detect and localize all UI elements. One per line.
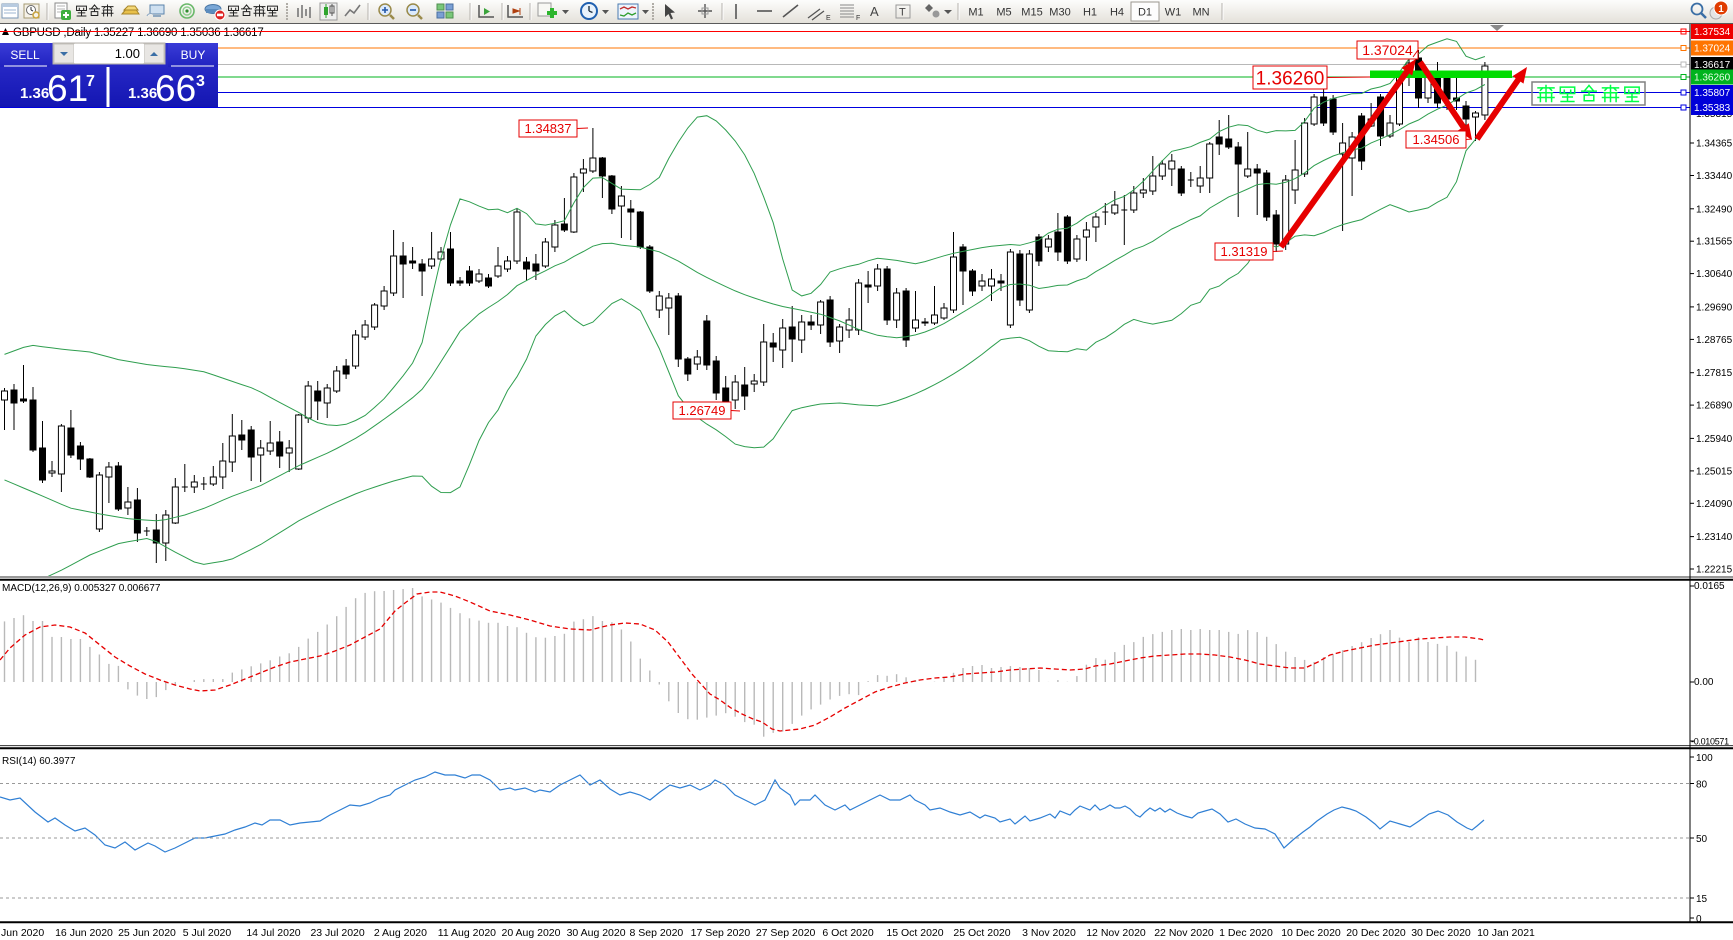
svg-text:1: 1 <box>1718 4 1724 15</box>
svg-text:15 Oct 2020: 15 Oct 2020 <box>886 927 943 939</box>
svg-text:23 Jul 2020: 23 Jul 2020 <box>310 927 364 939</box>
svg-text:1.37024: 1.37024 <box>1362 42 1413 58</box>
svg-text:1.24090: 1.24090 <box>1696 499 1733 510</box>
svg-text:3 Nov 2020: 3 Nov 2020 <box>1022 927 1076 939</box>
svg-text:1.36: 1.36 <box>20 85 49 102</box>
svg-text:F: F <box>856 15 860 22</box>
svg-text:1.26749: 1.26749 <box>679 403 726 418</box>
svg-text:1.37024: 1.37024 <box>1694 44 1731 55</box>
svg-text:1.31565: 1.31565 <box>1696 237 1733 248</box>
svg-text:E: E <box>826 15 831 22</box>
svg-text:1.25940: 1.25940 <box>1696 434 1733 445</box>
svg-text:H1: H1 <box>1083 7 1097 19</box>
svg-text:22 Nov 2020: 22 Nov 2020 <box>1154 927 1214 939</box>
svg-text:1.28765: 1.28765 <box>1696 335 1733 346</box>
svg-text:W1: W1 <box>1165 7 1182 19</box>
svg-text:1.29690: 1.29690 <box>1696 302 1733 313</box>
svg-text:66: 66 <box>155 68 196 109</box>
svg-text:1.34365: 1.34365 <box>1696 139 1733 150</box>
svg-text:T: T <box>899 7 906 19</box>
svg-text:1.37534: 1.37534 <box>1694 27 1731 38</box>
svg-text:1.26890: 1.26890 <box>1696 401 1733 412</box>
svg-text:20 Aug 2020: 20 Aug 2020 <box>502 927 561 939</box>
svg-text:1.25015: 1.25015 <box>1696 466 1733 477</box>
svg-text:20 Dec 2020: 20 Dec 2020 <box>1346 927 1406 939</box>
svg-text:1.32490: 1.32490 <box>1696 204 1733 215</box>
svg-text:H4: H4 <box>1110 7 1124 19</box>
svg-text:3: 3 <box>196 73 205 90</box>
svg-text:1.36: 1.36 <box>128 85 157 102</box>
svg-text:6 Oct 2020: 6 Oct 2020 <box>822 927 874 939</box>
svg-text:A: A <box>870 4 879 19</box>
svg-text:GBPUSD ,Daily 1.35227 1.36690: GBPUSD ,Daily 1.35227 1.36690 1.35036 1.… <box>13 27 264 39</box>
svg-text:RSI(14) 60.3977: RSI(14) 60.3977 <box>2 756 76 767</box>
svg-text:MN: MN <box>1192 7 1209 19</box>
svg-text:27 Sep 2020: 27 Sep 2020 <box>756 927 816 939</box>
svg-text:M5: M5 <box>996 7 1011 19</box>
svg-text:8 Sep 2020: 8 Sep 2020 <box>630 927 684 939</box>
svg-text:61: 61 <box>47 68 88 109</box>
svg-text:1 Dec 2020: 1 Dec 2020 <box>1219 927 1273 939</box>
svg-text:15: 15 <box>1696 894 1708 905</box>
svg-text:1.34506: 1.34506 <box>1413 132 1460 147</box>
svg-text:1.33440: 1.33440 <box>1696 171 1733 182</box>
svg-text:BUY: BUY <box>181 48 206 62</box>
svg-text:25 Oct 2020: 25 Oct 2020 <box>953 927 1010 939</box>
svg-text:M15: M15 <box>1021 7 1042 19</box>
svg-text:D1: D1 <box>1138 7 1152 19</box>
svg-text:11 Aug 2020: 11 Aug 2020 <box>438 927 496 939</box>
svg-text:1.23140: 1.23140 <box>1696 532 1733 543</box>
svg-text:0: 0 <box>1696 914 1702 925</box>
svg-text:-0.010571: -0.010571 <box>1691 737 1729 747</box>
svg-text:80: 80 <box>1696 780 1708 791</box>
svg-text:1.36617: 1.36617 <box>1694 60 1731 71</box>
svg-text:25 Jun 2020: 25 Jun 2020 <box>118 927 176 939</box>
svg-text:1.00: 1.00 <box>115 46 140 61</box>
svg-text:1.35807: 1.35807 <box>1694 88 1731 99</box>
svg-text:30 Dec 2020: 30 Dec 2020 <box>1411 927 1471 939</box>
svg-text:1.27815: 1.27815 <box>1696 368 1733 379</box>
svg-text:1.34837: 1.34837 <box>525 121 572 136</box>
svg-text:2 Aug 2020: 2 Aug 2020 <box>374 927 427 939</box>
svg-text:MACD(12,26,9) 0.005327 0.00667: MACD(12,26,9) 0.005327 0.006677 <box>2 583 161 594</box>
svg-text:30 Aug 2020: 30 Aug 2020 <box>567 927 626 939</box>
svg-text:1.22215: 1.22215 <box>1696 565 1733 576</box>
svg-text:50: 50 <box>1696 834 1708 845</box>
svg-text:M1: M1 <box>968 7 983 19</box>
svg-text:16 Jun 2020: 16 Jun 2020 <box>55 927 113 939</box>
svg-text:100: 100 <box>1696 753 1713 764</box>
svg-text:12 Nov 2020: 12 Nov 2020 <box>1086 927 1146 939</box>
svg-text:SELL: SELL <box>10 48 40 62</box>
svg-text:14 Jul 2020: 14 Jul 2020 <box>246 927 300 939</box>
svg-text:Jun 2020: Jun 2020 <box>1 927 44 939</box>
svg-text:10 Dec 2020: 10 Dec 2020 <box>1281 927 1341 939</box>
svg-text:10 Jan 2021: 10 Jan 2021 <box>1477 927 1535 939</box>
svg-text:1.36260: 1.36260 <box>1256 68 1325 89</box>
svg-text:1.35383: 1.35383 <box>1694 103 1731 114</box>
svg-text:17 Sep 2020: 17 Sep 2020 <box>691 927 751 939</box>
svg-text:1.36260: 1.36260 <box>1694 73 1731 84</box>
svg-text:M30: M30 <box>1049 7 1070 19</box>
svg-text:1.31319: 1.31319 <box>1221 244 1268 259</box>
svg-text:7: 7 <box>86 73 95 90</box>
svg-text:1.30640: 1.30640 <box>1696 269 1733 280</box>
svg-text:0.0165: 0.0165 <box>1694 581 1725 592</box>
svg-text:0.00: 0.00 <box>1694 677 1714 688</box>
svg-text:5 Jul 2020: 5 Jul 2020 <box>183 927 232 939</box>
